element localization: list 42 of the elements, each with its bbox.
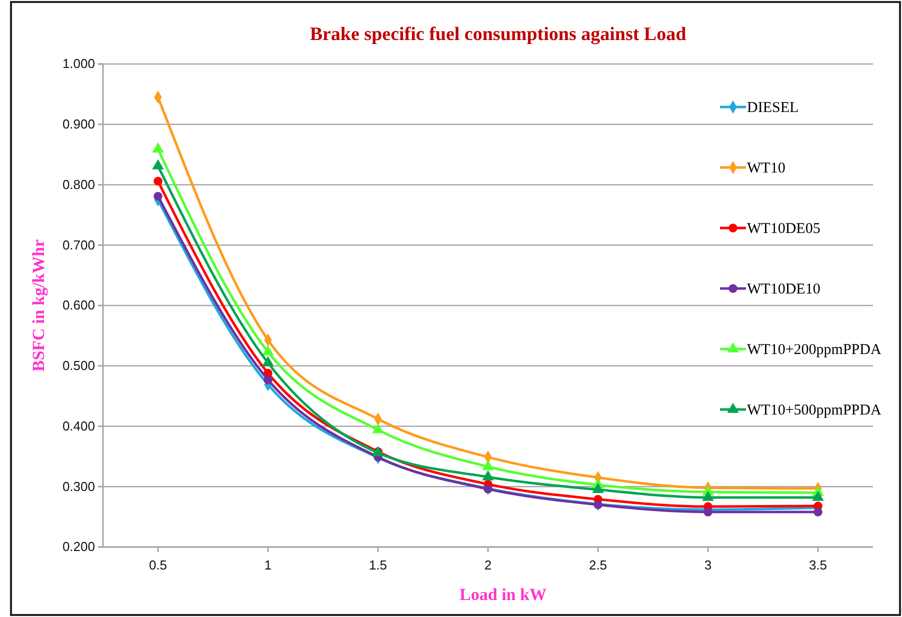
y-tick-label: 1.000 (62, 56, 95, 72)
legend-label: WT10 (747, 160, 786, 176)
legend-label: WT10DE10 (747, 282, 820, 298)
point (704, 508, 712, 516)
point (594, 500, 602, 510)
point (154, 192, 162, 201)
y-tick-label: 0.600 (62, 298, 95, 313)
legend-label: DIESEL (747, 100, 799, 116)
point (702, 490, 714, 501)
legend-label: WT10+200ppmPPDA (747, 342, 882, 358)
y-tick-label: 0.800 (62, 176, 95, 192)
x-tick-label: 2 (484, 557, 492, 572)
legend-label: WT10DE05 (747, 221, 820, 237)
y-axis-title: BSFC in kg/kWhr (29, 238, 48, 372)
y-tick-label: 0.300 (62, 478, 95, 494)
y-tick-label: 0.900 (62, 116, 95, 132)
point (372, 423, 384, 434)
x-tick-label: 1.5 (368, 557, 388, 572)
point (482, 460, 494, 470)
point (814, 508, 822, 516)
y-tick-label: 0.400 (62, 418, 95, 434)
x-tick-label: 1 (264, 557, 272, 572)
x-axis-title: Load in kW (460, 585, 546, 604)
point (484, 484, 492, 494)
x-tick-label: 2.5 (588, 557, 608, 572)
point (262, 356, 274, 366)
y-tick-label: 0.200 (62, 539, 95, 554)
point (592, 482, 604, 494)
x-tick-label: 3.5 (808, 557, 828, 572)
x-tick-label: 3 (704, 557, 712, 572)
y-tick-label: 0.500 (62, 358, 95, 374)
point (262, 345, 274, 356)
point (812, 490, 824, 501)
chart-title: Brake specific fuel consumptions against Load (310, 24, 687, 45)
y-tick-label: 0.700 (62, 237, 95, 252)
point (154, 176, 162, 186)
point (482, 470, 494, 480)
legend-label: WT10+500ppmPPDA (747, 402, 882, 418)
point (264, 375, 272, 384)
point (152, 142, 164, 153)
x-tick-label: 0.5 (148, 557, 168, 572)
point (152, 159, 164, 170)
